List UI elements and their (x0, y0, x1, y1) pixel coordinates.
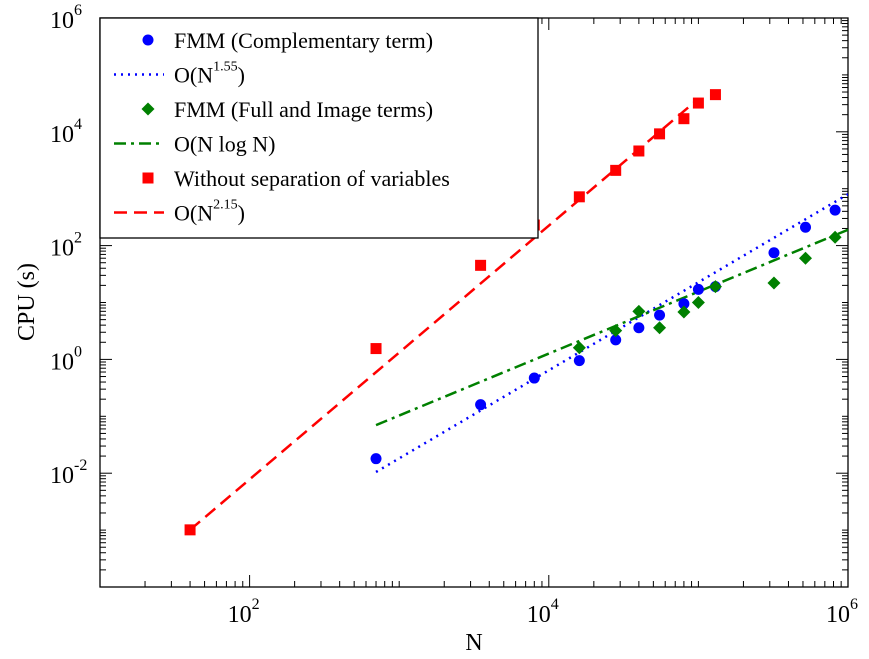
data-point (184, 524, 196, 536)
legend-label: Without separation of variables (174, 166, 450, 191)
fit-line (375, 228, 848, 427)
data-point (633, 322, 645, 334)
data-point (633, 145, 645, 157)
data-point (708, 280, 722, 294)
data-point (653, 321, 667, 335)
plot-area (184, 89, 848, 536)
legend-label: O(N1.55) (174, 60, 245, 88)
x-axis-label: N (465, 630, 482, 656)
y-tick-label: 10-2 (50, 457, 87, 489)
data-point (709, 89, 721, 101)
data-point (692, 283, 704, 295)
y-tick-label: 106 (50, 2, 82, 34)
x-tick-label: 106 (826, 596, 858, 628)
data-point (475, 399, 487, 411)
y-axis-label: CPU (s) (14, 263, 40, 341)
data-point (678, 113, 690, 125)
legend-box (99, 17, 539, 239)
data-point (632, 304, 646, 318)
legend-item: O(N2.15) (114, 198, 245, 226)
data-point (573, 191, 585, 203)
data-point (677, 305, 691, 319)
x-tick-label: 104 (527, 596, 559, 628)
legend-marker (141, 102, 155, 116)
legend-marker (142, 172, 154, 184)
legend-label: O(N log N) (174, 132, 275, 157)
data-point (609, 324, 623, 338)
data-point (678, 298, 690, 310)
legend-item: O(N log N) (114, 132, 275, 157)
data-point (799, 251, 813, 265)
data-point (654, 309, 666, 321)
data-point (767, 276, 781, 290)
legend-label: FMM (Full and Image terms) (174, 97, 433, 122)
legend: FMM (Complementary term) O(N1.55) FMM (Ful… (99, 17, 539, 239)
data-point (829, 204, 841, 216)
data-point (692, 97, 704, 109)
data-point (370, 453, 382, 465)
data-point (573, 355, 585, 367)
y-tick-label: 102 (50, 230, 82, 262)
data-point (610, 334, 622, 346)
data-point (800, 221, 812, 233)
x-tick-label: 102 (228, 596, 260, 628)
legend-label: O(N2.15) (174, 198, 245, 226)
data-point (691, 296, 705, 309)
fit-line (189, 97, 700, 531)
data-point (528, 372, 540, 384)
y-tick-label: 104 (50, 116, 82, 148)
data-point (610, 164, 622, 176)
data-point (572, 341, 586, 355)
legend-label: FMM (Complementary term) (174, 28, 433, 53)
data-point (475, 259, 487, 271)
legend-item: FMM (Full and Image terms) (141, 97, 433, 122)
x-tick-labels: 102 104 106 (228, 596, 858, 628)
legend-item: FMM (Complementary term) (142, 28, 433, 53)
legend-item: O(N1.55) (114, 60, 245, 88)
y-tick-label: 100 (50, 343, 82, 375)
data-point (654, 128, 666, 140)
y-tick-labels: 10-2 100 102 104 106 (50, 2, 87, 489)
data-point (370, 343, 382, 355)
data-point (768, 247, 780, 259)
data-point (828, 230, 842, 244)
legend-item: Without separation of variables (142, 166, 450, 191)
legend-marker (142, 34, 154, 46)
